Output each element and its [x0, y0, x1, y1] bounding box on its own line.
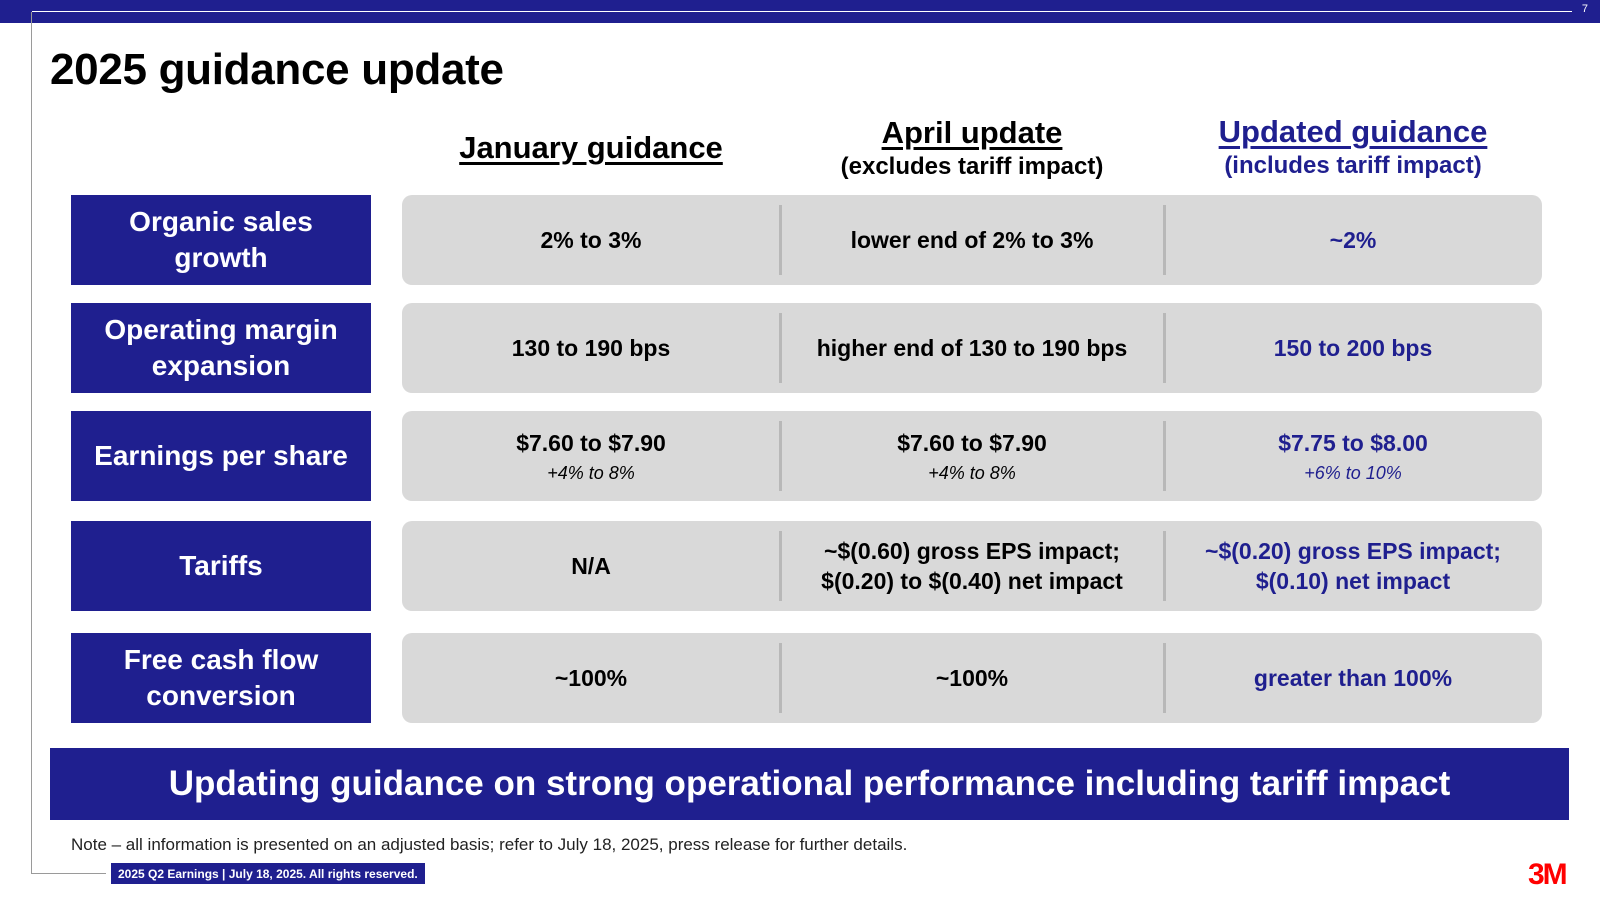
cell-value: 150 to 200 bps — [1273, 335, 1433, 361]
row-panel-operating-margin: 130 to 190 bps higher end of 130 to 190 … — [402, 303, 1542, 393]
column-title: January guidance — [459, 130, 723, 165]
column-subtitle: (excludes tariff impact) — [840, 153, 1104, 180]
column-title: Updated guidance — [1218, 114, 1488, 149]
cell-value: $7.60 to $7.90 — [516, 430, 666, 456]
row-label-operating-margin: Operating margin expansion — [71, 303, 371, 393]
cell-subvalue: +6% to 10% — [1304, 463, 1402, 483]
cell-value: higher end of 130 to 190 bps — [816, 335, 1128, 361]
column-divider — [779, 205, 782, 275]
page-number: 7 — [1581, 3, 1588, 15]
cell-subvalue: +4% to 8% — [928, 463, 1016, 483]
cell-value: ~100% — [935, 665, 1009, 691]
cell-january: 130 to 190 bps — [402, 303, 780, 393]
summary-banner: Updating guidance on strong operational … — [50, 748, 1569, 820]
row-label-eps: Earnings per share — [71, 411, 371, 501]
cell-april: lower end of 2% to 3% — [780, 195, 1164, 285]
cell-april: $7.60 to $7.90 +4% to 8% — [780, 411, 1164, 501]
column-divider — [779, 531, 782, 601]
row-label-free-cash-flow: Free cash flow conversion — [71, 633, 371, 723]
cell-updated: greater than 100% — [1164, 633, 1542, 723]
row-label-tariffs: Tariffs — [71, 521, 371, 611]
cell-april: ~100% — [780, 633, 1164, 723]
column-header-january: January guidance — [402, 130, 780, 166]
frame-bottom-rule — [31, 873, 106, 874]
cell-january: 2% to 3% — [402, 195, 780, 285]
cell-value: N/A — [571, 553, 611, 579]
column-header-april: April update (excludes tariff impact) — [780, 115, 1164, 181]
cell-value: $7.60 to $7.90 — [897, 430, 1047, 456]
row-panel-free-cash-flow: ~100% ~100% greater than 100% — [402, 633, 1542, 723]
cell-january: ~100% — [402, 633, 780, 723]
frame-left-rule — [31, 12, 32, 874]
cell-value: 2% to 3% — [540, 227, 642, 253]
column-divider — [779, 313, 782, 383]
row-panel-tariffs: N/A ~$(0.60) gross EPS impact; $(0.20) t… — [402, 521, 1542, 611]
cell-value: lower end of 2% to 3% — [850, 227, 1094, 253]
3m-logo: 3M — [1528, 858, 1568, 891]
row-panel-organic-sales: 2% to 3% lower end of 2% to 3% ~2% — [402, 195, 1542, 285]
cell-value: ~$(0.60) gross EPS impact; $(0.20) to $(… — [821, 538, 1123, 594]
cell-updated: ~$(0.20) gross EPS impact; $(0.10) net i… — [1164, 521, 1542, 611]
cell-value: ~100% — [554, 665, 628, 691]
column-title: April update — [881, 115, 1063, 150]
cell-january: N/A — [402, 521, 780, 611]
cell-updated: 150 to 200 bps — [1164, 303, 1542, 393]
column-divider — [779, 421, 782, 491]
cell-value: ~$(0.20) gross EPS impact; $(0.10) net i… — [1205, 538, 1501, 594]
cell-subvalue: +4% to 8% — [547, 463, 635, 483]
cell-updated: $7.75 to $8.00 +6% to 10% — [1164, 411, 1542, 501]
row-label-text: Earnings per share — [94, 440, 348, 471]
row-label-text: Tariffs — [179, 550, 263, 581]
column-divider — [1163, 205, 1166, 275]
cell-value: 130 to 190 bps — [511, 335, 671, 361]
row-panel-eps: $7.60 to $7.90 +4% to 8% $7.60 to $7.90 … — [402, 411, 1542, 501]
column-header-updated: Updated guidance (includes tariff impact… — [1164, 114, 1542, 180]
column-divider — [1163, 421, 1166, 491]
row-label-text: Organic sales growth — [129, 206, 313, 273]
top-bar-rule — [32, 11, 1572, 12]
cell-value: ~2% — [1329, 227, 1377, 253]
cell-value: $7.75 to $8.00 — [1278, 430, 1428, 456]
footer-tag: 2025 Q2 Earnings | July 18, 2025. All ri… — [111, 863, 425, 884]
column-divider — [1163, 313, 1166, 383]
cell-april: higher end of 130 to 190 bps — [780, 303, 1164, 393]
cell-april: ~$(0.60) gross EPS impact; $(0.20) to $(… — [780, 521, 1164, 611]
column-subtitle: (includes tariff impact) — [1224, 152, 1482, 179]
row-label-organic-sales: Organic sales growth — [71, 195, 371, 285]
row-label-text: Operating margin expansion — [104, 314, 338, 381]
cell-updated: ~2% — [1164, 195, 1542, 285]
row-label-text: Free cash flow conversion — [123, 644, 319, 711]
cell-january: $7.60 to $7.90 +4% to 8% — [402, 411, 780, 501]
footnote: Note – all information is presented on a… — [71, 835, 908, 854]
top-bar: 7 — [0, 0, 1600, 23]
cell-value: greater than 100% — [1253, 665, 1453, 691]
page-title: 2025 guidance update — [50, 45, 504, 94]
column-divider — [779, 643, 782, 713]
column-divider — [1163, 531, 1166, 601]
column-divider — [1163, 643, 1166, 713]
